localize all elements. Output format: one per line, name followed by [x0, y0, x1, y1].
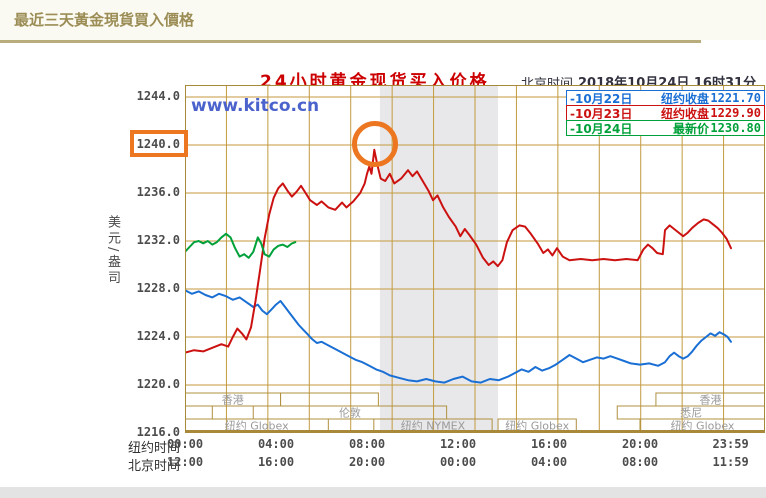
x-tick-label: 11:59	[712, 455, 749, 469]
x-tick-label: 12:00	[439, 437, 477, 451]
y-tick-label: 1224.0	[136, 329, 180, 343]
ny-time-row-label: 纽约时间	[128, 441, 181, 456]
legend-row: -10月23日 纽约收盘 1229.90	[566, 105, 765, 121]
session-label: 伦敦	[339, 406, 361, 420]
page-header: 最近三天黃金現貨買入價格	[0, 0, 766, 40]
x-tick-label: 20:00	[621, 437, 659, 451]
session-label: 纽约 Globex	[671, 419, 735, 433]
legend-date: -10月23日	[570, 106, 633, 121]
x-tick-label: 04:00	[530, 455, 568, 469]
legend-value: 1229.90	[710, 106, 761, 120]
price-line-2	[185, 232, 297, 259]
y-axis-title: 美元/盎司	[105, 215, 120, 287]
x-tick-label: 20:00	[348, 455, 386, 469]
page-title: 最近三天黃金現貨買入價格	[14, 11, 195, 29]
x-tick-label: 00:00	[166, 437, 204, 451]
price-line-0	[185, 289, 732, 384]
x-tick-label: 04:00	[257, 437, 295, 451]
legend-value: 1221.70	[710, 91, 761, 105]
nymex-shaded-band	[379, 85, 499, 433]
plot-border	[185, 85, 765, 433]
session-box	[252, 405, 448, 420]
price-line-1	[185, 148, 732, 354]
y-tick-label: 1232.0	[136, 233, 180, 247]
chart-legend: -10月22日 纽约收盘 1221.70 -10月23日 纽约收盘 1229.90 -10月…	[566, 90, 765, 136]
x-tick-label: 08:00	[348, 437, 386, 451]
session-label: 香港	[222, 394, 244, 407]
x-tick-label: 16:00	[530, 437, 568, 451]
legend-date: -10月22日	[570, 91, 633, 106]
legend-date: -10月24日	[570, 121, 633, 136]
x-tick-label: 23:59	[712, 437, 749, 451]
legend-label: 纽约收盘	[660, 91, 709, 106]
session-label: 纽约 NYMEX	[401, 419, 466, 433]
x-tick-label: 00:00	[439, 455, 477, 469]
kitco-watermark-link[interactable]: www.kitco.cn	[191, 96, 320, 116]
spike-highlight-circle	[352, 121, 398, 167]
session-label: 纽约 Globex	[505, 419, 569, 433]
x-tick-label: 12:00	[166, 455, 204, 469]
beijing-time-row-label: 北京时间	[128, 459, 181, 474]
y-tick-label: 1240.0	[136, 137, 180, 151]
session-label: 香港	[699, 394, 721, 407]
y-tick-label: 1216.0	[136, 425, 180, 439]
x-tick-label: 16:00	[257, 455, 295, 469]
y-tick-label: 1244.0	[136, 89, 180, 103]
header-divider	[0, 40, 701, 43]
y-tick-label: 1228.0	[136, 281, 180, 295]
y-tick-label: 1220.0	[136, 377, 180, 391]
y-tick-label: 1236.0	[136, 185, 180, 199]
x-tick-label: 08:00	[621, 455, 659, 469]
legend-label: 最新价	[672, 121, 709, 136]
legend-row: -10月24日 最新价 1230.80	[566, 120, 765, 136]
price-1240-highlight-rect	[130, 130, 188, 157]
legend-row: -10月22日 纽约收盘 1221.70	[566, 90, 765, 106]
legend-label: 纽约收盘	[660, 106, 709, 121]
bottom-divider-strip	[0, 487, 766, 498]
session-label: 纽约 Globex	[225, 419, 289, 433]
session-label: 悉尼	[680, 407, 702, 420]
legend-value: 1230.80	[710, 121, 761, 135]
